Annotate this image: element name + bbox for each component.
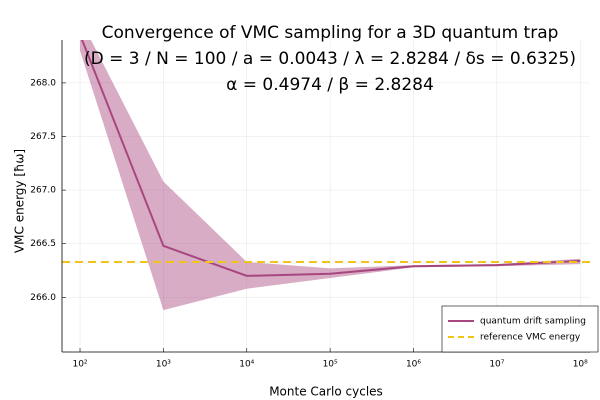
chart-title: (D = 3 / N = 100 / a = 0.0043 / λ = 2.82… — [84, 49, 576, 69]
chart-title: α = 0.4974 / β = 2.8284 — [226, 75, 434, 95]
chart-title: Convergence of VMC sampling for a 3D qua… — [102, 23, 559, 43]
error-band — [80, 40, 581, 311]
x-tick-label: 10³ — [156, 360, 171, 370]
x-tick-label: 10⁵ — [323, 360, 338, 370]
plot-area — [62, 40, 590, 311]
y-tick-label: 266.0 — [30, 293, 56, 303]
x-tick-label: 10² — [72, 360, 87, 370]
data-line — [81, 40, 581, 277]
legend-box — [441, 305, 599, 353]
y-tick-label: 266.5 — [30, 239, 56, 249]
y-tick-label: 267.0 — [30, 186, 56, 196]
x-axis-label: Monte Carlo cycles — [269, 385, 383, 399]
x-tick-label: 10⁶ — [406, 360, 421, 370]
y-tick-label: 268.0 — [30, 78, 56, 88]
x-tick-label: 10⁴ — [239, 360, 254, 370]
legend-label: quantum drift sampling — [480, 317, 586, 327]
y-tick-label: 267.5 — [30, 132, 56, 142]
x-tick-label: 10⁸ — [573, 360, 588, 370]
legend-label: reference VMC energy — [480, 333, 581, 343]
y-axis-label: VMC energy [ħω] — [13, 149, 27, 253]
x-tick-label: 10⁷ — [489, 360, 504, 370]
legend: quantum drift sampling reference VMC ener… — [441, 305, 599, 353]
